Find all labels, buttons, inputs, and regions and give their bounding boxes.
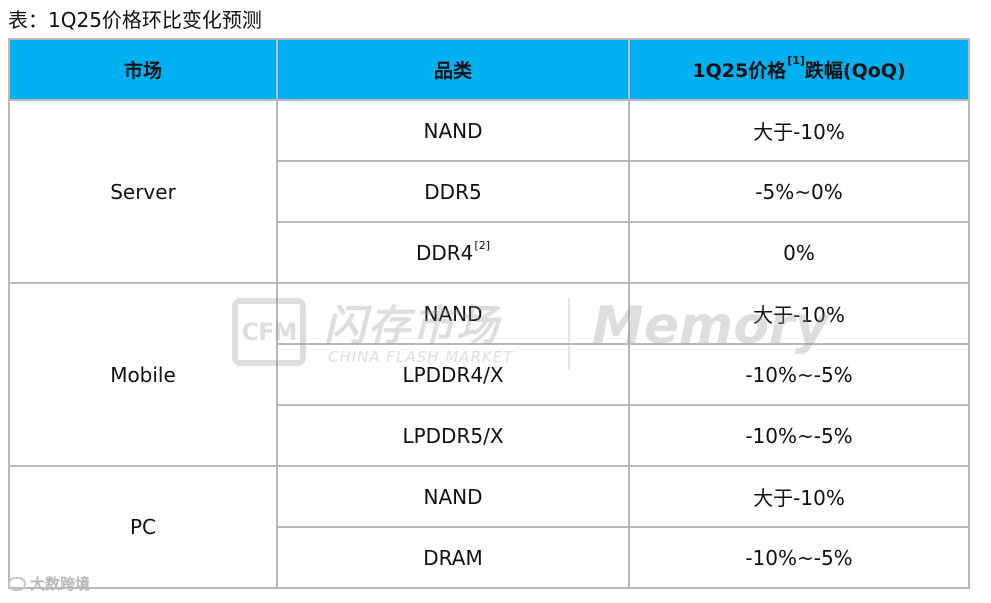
table-row: PC NAND 大于-10% [8,465,970,589]
source-mark: 大数跨境 [8,573,90,594]
category-cell: DDR4[2] [276,221,630,284]
category-cell: DRAM [276,526,630,589]
category-cell: NAND [276,99,630,162]
header-row: 市场 品类 1Q25价格[1]跌幅(QoQ) [8,38,970,101]
value-cell: -5%~0% [628,160,970,223]
category-cell: NAND [276,465,630,528]
category-label: DDR4 [415,240,474,265]
table-row: LPDDR5/X -10%~-5% [9,404,970,467]
market-cell-server: Server [8,99,278,284]
header-price-tail: 跌幅(QoQ) [804,60,906,82]
price-forecast-table: 市场 品类 1Q25价格[1]跌幅(QoQ) Server NAND 大于-10… [8,38,970,589]
table-row: DRAM -10%~-5% [9,526,970,589]
value-cell: 大于-10% [628,282,970,345]
header-category: 品类 [276,38,630,101]
value-cell: 大于-10% [628,99,970,162]
category-cell: LPDDR4/X [276,343,630,406]
header-price-main: 1Q25价格 [692,60,787,82]
value-cell: -10%~-5% [628,404,970,467]
table-row: Server NAND 大于-10% [8,99,970,284]
market-cell-pc: PC [8,465,278,589]
table-row: Mobile NAND 大于-10% [8,282,970,467]
table-row: DDR5 -5%~0% [9,160,970,223]
table-row: DDR4[2] 0% [9,221,970,284]
value-cell: -10%~-5% [628,526,970,589]
header-price-change: 1Q25价格[1]跌幅(QoQ) [628,38,970,101]
category-cell: NAND [276,282,630,345]
value-cell: 大于-10% [628,465,970,528]
value-cell: 0% [628,221,970,284]
table-caption: 表：1Q25价格环比变化预测 [8,8,262,32]
market-cell-mobile: Mobile [8,282,278,467]
value-cell: -10%~-5% [628,343,970,406]
header-market: 市场 [8,38,278,101]
category-cell: DDR5 [276,160,630,223]
header-footnote-ref: [1] [787,54,805,67]
category-cell: LPDDR5/X [276,404,630,467]
category-footnote-ref: [2] [474,238,490,252]
source-mark-label: 大数跨境 [30,575,91,593]
chat-bubble-icon [8,576,26,591]
table-row: LPDDR4/X -10%~-5% [9,343,970,406]
